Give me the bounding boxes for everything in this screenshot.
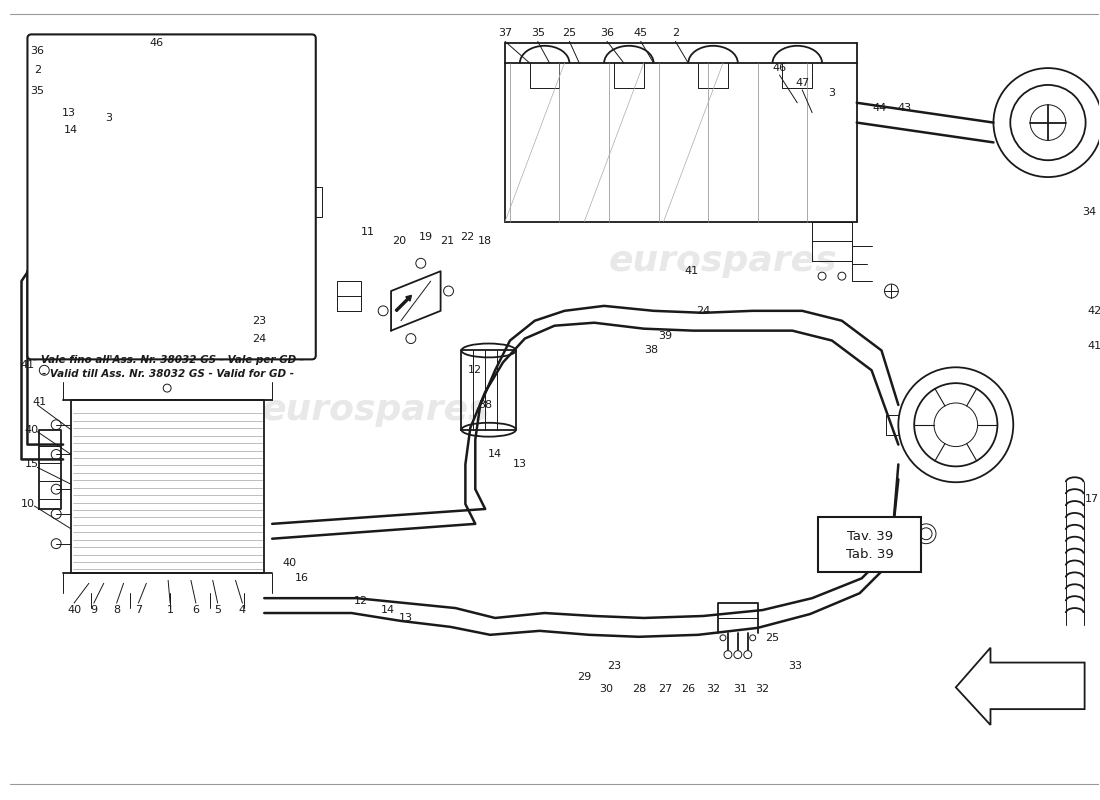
Text: 42: 42 <box>1088 306 1100 316</box>
Text: 24: 24 <box>252 334 266 343</box>
Text: 27: 27 <box>659 684 672 694</box>
Text: 2: 2 <box>34 65 41 75</box>
Text: 45: 45 <box>634 29 648 38</box>
Text: 30: 30 <box>600 684 613 694</box>
Text: 35: 35 <box>31 86 44 96</box>
Text: 32: 32 <box>706 684 721 694</box>
Text: 24: 24 <box>696 306 711 316</box>
Text: 31: 31 <box>733 684 747 694</box>
Text: 36: 36 <box>31 46 44 56</box>
Text: 37: 37 <box>498 29 513 38</box>
Text: 20: 20 <box>392 237 406 246</box>
Text: - Valid till Ass. Nr. 38032 GS - Valid for GD -: - Valid till Ass. Nr. 38032 GS - Valid f… <box>42 370 294 379</box>
Text: 33: 33 <box>789 661 802 670</box>
Text: 40: 40 <box>67 605 81 615</box>
Text: 17: 17 <box>1085 494 1099 504</box>
Text: 38: 38 <box>645 346 659 355</box>
Text: 6: 6 <box>192 605 199 615</box>
Text: eurospares: eurospares <box>608 244 837 278</box>
Text: 40: 40 <box>282 558 296 569</box>
Text: 39: 39 <box>659 330 672 341</box>
Text: 1: 1 <box>166 605 174 615</box>
Text: 26: 26 <box>681 684 695 694</box>
Text: 16: 16 <box>295 574 309 583</box>
Text: 35: 35 <box>530 29 544 38</box>
FancyBboxPatch shape <box>818 517 921 572</box>
Text: 3: 3 <box>106 113 112 122</box>
Text: 12: 12 <box>354 596 368 606</box>
Text: 46: 46 <box>150 38 163 48</box>
Text: 46: 46 <box>772 63 786 73</box>
Text: 23: 23 <box>252 316 266 326</box>
Text: eurospares: eurospares <box>262 393 491 427</box>
Text: 19: 19 <box>419 231 432 242</box>
Text: 34: 34 <box>1082 206 1097 217</box>
Text: 25: 25 <box>766 633 780 642</box>
Text: Tav. 39: Tav. 39 <box>847 530 893 543</box>
Text: 22: 22 <box>460 231 474 242</box>
Text: 13: 13 <box>399 613 412 623</box>
Text: 14: 14 <box>64 125 78 134</box>
Text: 21: 21 <box>440 237 454 246</box>
Text: 25: 25 <box>562 29 576 38</box>
Text: 40: 40 <box>24 425 38 434</box>
FancyBboxPatch shape <box>28 34 316 359</box>
Text: 41: 41 <box>21 360 34 370</box>
Text: 13: 13 <box>513 459 527 470</box>
Text: 32: 32 <box>756 684 770 694</box>
Text: 8: 8 <box>113 605 120 615</box>
Text: 7: 7 <box>135 605 142 615</box>
Text: 13: 13 <box>62 108 76 118</box>
Text: 47: 47 <box>795 78 810 88</box>
Text: 41: 41 <box>32 397 46 407</box>
Text: 9: 9 <box>90 605 98 615</box>
Text: 15: 15 <box>24 459 38 470</box>
Text: 43: 43 <box>898 102 912 113</box>
Text: 29: 29 <box>578 673 592 682</box>
Text: 44: 44 <box>872 102 887 113</box>
Text: 10: 10 <box>21 499 34 509</box>
FancyArrow shape <box>395 295 411 311</box>
Text: 3: 3 <box>828 88 836 98</box>
Text: 12: 12 <box>469 366 482 375</box>
Text: - Vale fino all'Ass. Nr. 38032 GS - Vale per GD -: - Vale fino all'Ass. Nr. 38032 GS - Vale… <box>33 355 304 366</box>
Text: 41: 41 <box>684 266 699 276</box>
Text: 41: 41 <box>1088 341 1100 350</box>
Text: 18: 18 <box>478 237 493 246</box>
Text: 14: 14 <box>381 605 395 615</box>
Text: 2: 2 <box>672 29 679 38</box>
Text: Tab. 39: Tab. 39 <box>846 548 893 561</box>
Text: 38: 38 <box>478 400 493 410</box>
Text: 4: 4 <box>239 605 246 615</box>
Text: 23: 23 <box>607 661 621 670</box>
Text: 14: 14 <box>488 450 503 459</box>
Text: 36: 36 <box>601 29 614 38</box>
Text: 28: 28 <box>631 684 646 694</box>
Text: 11: 11 <box>361 226 375 237</box>
Text: 5: 5 <box>214 605 221 615</box>
